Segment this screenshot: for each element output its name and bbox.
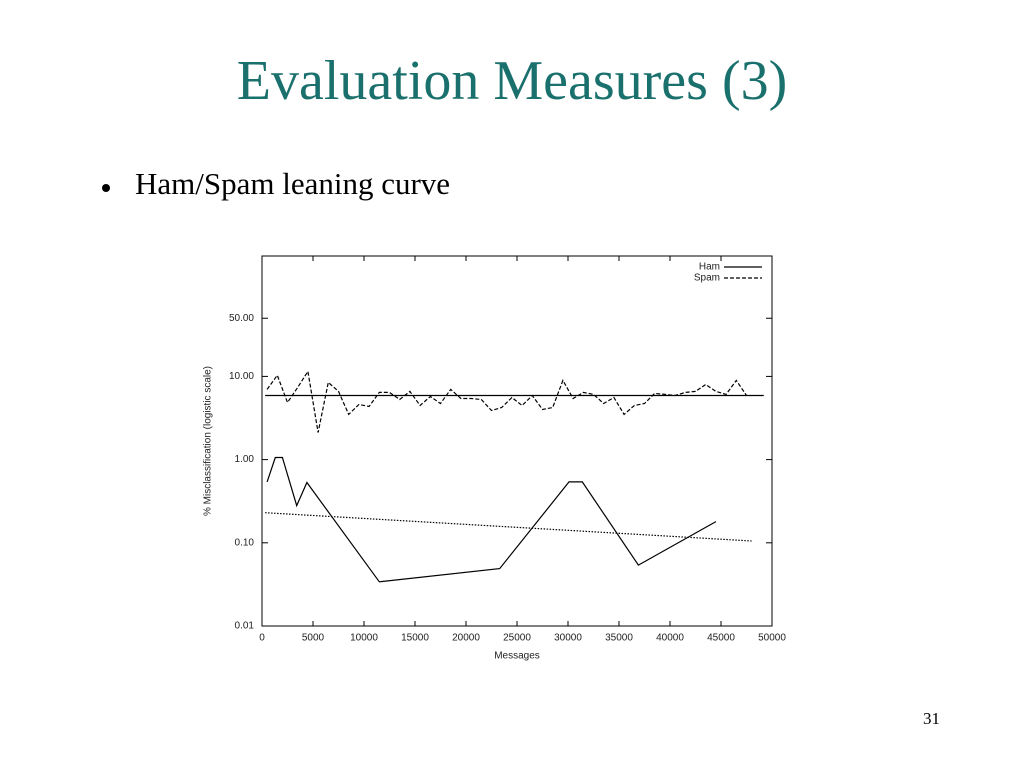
y-tick-label: 0.10	[235, 537, 255, 548]
x-tick-label: 10000	[350, 633, 378, 644]
series-line	[266, 369, 747, 433]
x-tick-label: 0	[259, 633, 265, 644]
bullet-text: Ham/Spam leaning curve	[135, 166, 450, 201]
y-tick-label: 50.00	[229, 313, 254, 324]
legend-label: Spam	[694, 273, 720, 284]
plot-frame	[261, 255, 773, 627]
x-axis-label: Messages	[494, 651, 540, 662]
page-number: 31	[923, 709, 940, 728]
slide-title: Evaluation Measures (3)	[237, 50, 787, 112]
x-tick-label: 30000	[554, 633, 582, 644]
x-tick-label: 5000	[302, 633, 325, 644]
series-line	[265, 512, 752, 542]
x-tick-label: 15000	[401, 633, 429, 644]
y-axis-label: % Misclassification (logistic scale)	[203, 366, 214, 516]
x-tick-label: 50000	[758, 633, 786, 644]
bullet-dot	[102, 184, 110, 192]
y-tick-label: 0.01	[235, 621, 255, 632]
x-tick-label: 40000	[656, 633, 684, 644]
x-tick-label: 25000	[503, 633, 531, 644]
legend-label: Ham	[699, 262, 720, 273]
y-tick-label: 1.00	[235, 454, 255, 465]
x-tick-label: 35000	[605, 633, 633, 644]
series-line	[266, 456, 717, 583]
y-tick-label: 10.00	[229, 371, 254, 382]
x-tick-label: 20000	[452, 633, 480, 644]
x-tick-label: 45000	[707, 633, 735, 644]
